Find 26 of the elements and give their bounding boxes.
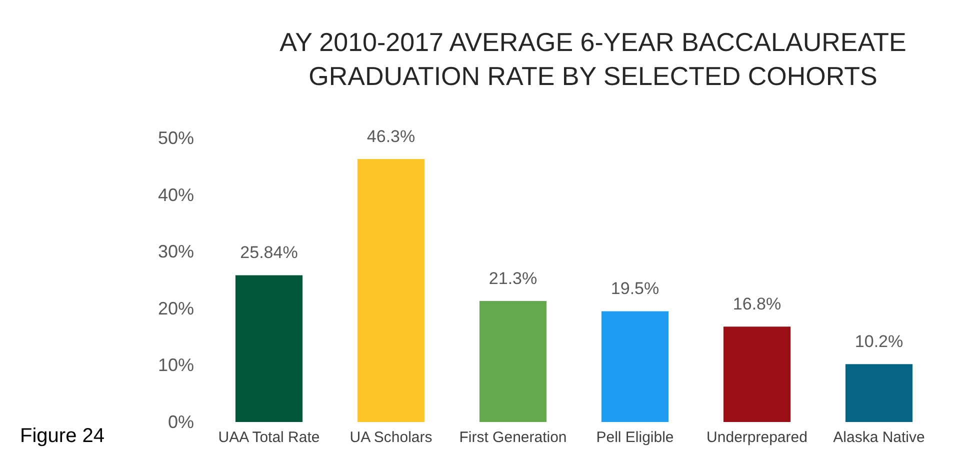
bar xyxy=(357,159,425,422)
data-label: 21.3% xyxy=(488,269,538,288)
y-tick-label: 0% xyxy=(168,412,194,432)
bar xyxy=(845,364,913,422)
chart-title: AY 2010-2017 AVERAGE 6-YEAR BACCALAUREATE GRADUATION RATE BY SELECTED COHORTS xyxy=(280,27,906,91)
bar xyxy=(723,326,791,422)
y-tick-label: 50% xyxy=(158,128,194,148)
bar xyxy=(601,311,669,422)
data-label: 16.8% xyxy=(732,294,782,314)
x-tick-label: Underprepared xyxy=(706,429,808,446)
data-label: 25.84% xyxy=(240,243,298,262)
bar xyxy=(479,301,547,422)
x-tick-label: First Generation xyxy=(459,429,567,446)
data-label: 10.2% xyxy=(854,332,904,352)
x-tick-label: UA Scholars xyxy=(350,429,432,446)
x-tick-label: Pell Eligible xyxy=(596,429,674,446)
x-tick-label: Alaska Native xyxy=(833,429,925,446)
bar xyxy=(235,275,303,422)
caption: Figure 24 xyxy=(20,425,104,447)
x-tick-label: UAA Total Rate xyxy=(218,429,320,446)
y-tick-label: 10% xyxy=(158,355,194,376)
y-tick-label: 30% xyxy=(158,242,194,262)
y-tick-label: 20% xyxy=(158,298,194,318)
y-tick-label: 40% xyxy=(158,184,194,205)
data-label: 19.5% xyxy=(610,279,660,298)
data-label: 46.3% xyxy=(366,127,416,146)
